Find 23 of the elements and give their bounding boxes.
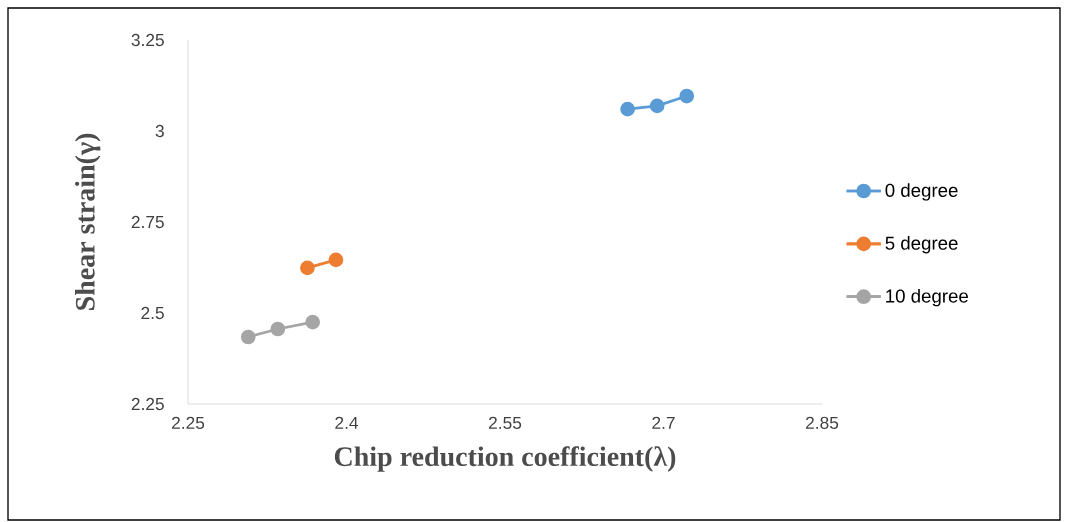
point <box>620 101 635 117</box>
y-tick-label: 3 <box>155 124 164 138</box>
point <box>270 321 286 337</box>
x-axis-title: Chip reduction coefficient(λ) <box>334 446 676 472</box>
y-tick-label: 2.25 <box>131 397 164 411</box>
x-tick-label: 2.4 <box>335 416 359 429</box>
legend-label: 0 degree <box>885 183 958 201</box>
point <box>300 260 315 276</box>
y-tick-label: 3.25 <box>131 33 164 47</box>
y-axis-title: Shear strain(γ) <box>75 133 101 310</box>
x-tick-label: 2.55 <box>489 416 522 429</box>
legend-label: 10 degree <box>886 288 968 307</box>
legend-label: 5 degree <box>885 236 958 254</box>
y-tick-label: 2.75 <box>131 215 164 229</box>
x-tick-label: 2.25 <box>172 416 205 429</box>
x-tick-label: 2.85 <box>806 416 839 429</box>
point <box>679 88 695 104</box>
x-tick-label: 2.7 <box>652 416 675 429</box>
y-tick-label: 2.5 <box>141 306 164 320</box>
point <box>649 98 665 114</box>
point <box>305 314 321 330</box>
point <box>328 252 344 268</box>
point <box>240 329 256 345</box>
